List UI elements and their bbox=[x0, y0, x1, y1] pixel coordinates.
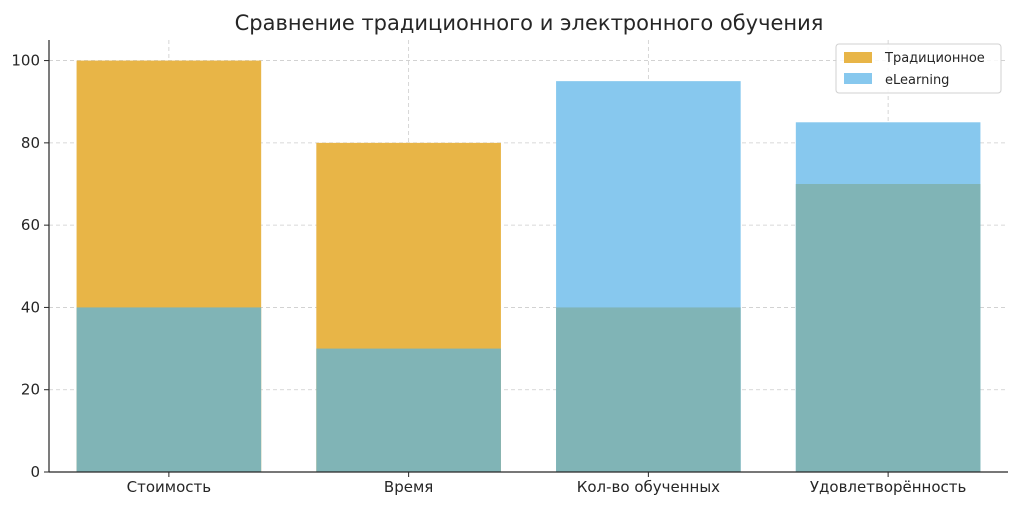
bar-traditional bbox=[556, 307, 741, 472]
y-tick-label: 60 bbox=[21, 216, 40, 234]
x-ticks: Стоимость Время Кол-во обученных Удовлетвор… bbox=[127, 472, 966, 496]
x-tick-label: Время bbox=[384, 478, 433, 496]
y-tick-label: 100 bbox=[11, 52, 40, 70]
x-tick-label: Кол-во обученных bbox=[577, 478, 720, 496]
legend-label-elearning: eLearning bbox=[885, 73, 949, 88]
legend-label-traditional: Традиционное bbox=[884, 51, 985, 66]
y-tick-label: 40 bbox=[21, 298, 40, 316]
bar-elearning bbox=[76, 307, 262, 472]
legend-swatch-elearning bbox=[844, 73, 872, 84]
chart-title: Сравнение традиционного и электронного о… bbox=[235, 11, 824, 35]
y-tick-label: 20 bbox=[21, 381, 40, 399]
axes bbox=[48, 40, 1008, 473]
bars bbox=[76, 60, 981, 473]
y-ticks: 0 20 40 60 80 100 bbox=[11, 52, 49, 481]
y-tick-label: 0 bbox=[30, 463, 40, 481]
legend: Традиционное eLearning bbox=[835, 43, 1002, 94]
bar-elearning bbox=[316, 348, 501, 472]
legend-swatch-traditional bbox=[844, 52, 872, 63]
x-tick-label: Стоимость bbox=[127, 478, 211, 496]
x-tick-label: Удовлетворённость bbox=[810, 478, 966, 496]
y-tick-label: 80 bbox=[21, 134, 40, 152]
bar-traditional bbox=[795, 184, 981, 472]
legend-box bbox=[835, 43, 1002, 94]
